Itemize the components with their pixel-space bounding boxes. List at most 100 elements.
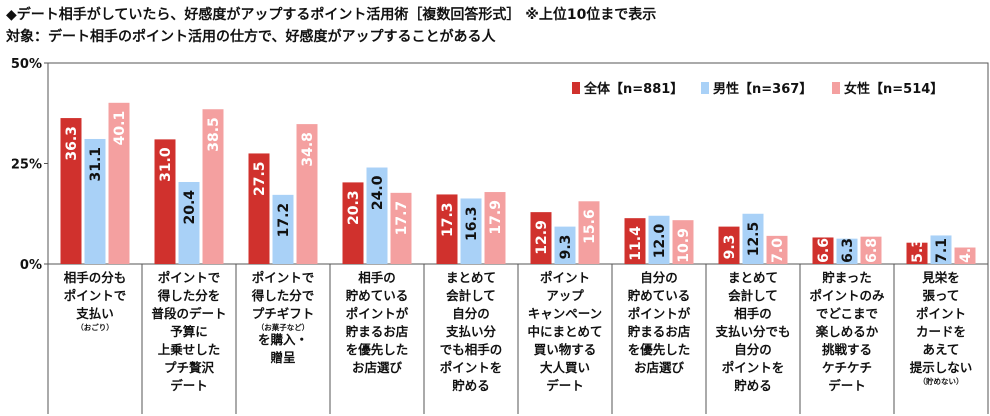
x-category-label: 支払い分でも [714,324,790,339]
x-category-label: 自分の [640,270,678,285]
x-category-label: 相手の分も [64,270,127,285]
x-category-label: 贈呈 [270,350,295,365]
x-category-label: カードを [916,324,966,339]
bar [342,182,364,264]
bar [930,235,952,264]
x-category-label: 挑戦する [822,342,872,357]
x-category-label: プチ贅沢 [164,360,215,375]
data-label: 27.5 [252,161,268,196]
y-tick-label: 25% [11,158,42,173]
x-category-label: 支払い [75,306,114,321]
x-category-label: ポイントで [64,288,127,303]
x-category-label: 貯めている [346,288,409,303]
data-label: 24.0 [370,175,386,210]
x-category-label: 会計して [446,288,496,303]
x-category-label: 買い物する [534,342,597,357]
x-category-label: 貯める [452,378,490,393]
data-label: 9.3 [722,235,738,260]
x-category-label: アップ [546,288,584,303]
chart-title: ◆デート相手がしていたら、好感度がアップするポイント活用術［複数回答形式］ ※上… [6,7,657,23]
data-label: 7.0 [770,238,786,263]
data-label: 38.5 [206,117,222,152]
bar [648,215,670,264]
data-label: 15.6 [582,209,598,244]
bar [366,167,388,264]
data-label: 17.2 [276,203,292,238]
x-category-note: （おごり） [76,322,114,332]
legend-label: 男性【n=367】 [713,81,812,97]
data-label: 7.1 [934,238,950,263]
bar [578,201,600,264]
x-category-label: 貯まった [822,270,872,285]
data-label: 10.9 [676,228,692,263]
x-category-label: お店選び [634,360,685,375]
x-category-label: ポイント [916,306,966,321]
x-category-label: デート [828,378,866,393]
x-category-label: ポイントのみ [809,288,885,303]
x-category-label: ポイントを [722,360,785,375]
data-label: 17.9 [488,200,504,235]
x-category-label: ケチケチ [822,360,872,375]
x-category-label: 中にまとめて [527,324,602,339]
bar [812,237,834,264]
legend-label: 全体【n=881】 [583,81,683,97]
x-category-label: まとめて [446,270,496,285]
chart-subtitle: 対象：デート相手のポイント活用の仕方で、好感度がアップすることがある人 [6,29,496,45]
x-category-label: ポイント [540,270,590,285]
bar [178,181,200,264]
x-category-label: 自分の [452,306,490,321]
x-category-label: 提示しない [910,360,973,375]
x-category-label: デート [170,378,208,393]
x-category-label: 張って [923,288,960,303]
bar [530,212,552,264]
data-label: 16.3 [464,206,480,241]
x-category-label: 相手の [358,270,396,285]
x-category-label: 上乗せした [158,342,221,357]
x-category-label: 支払い分 [445,324,497,339]
x-category-label: キャンペーン [528,306,602,321]
bar [390,192,412,264]
bar [860,236,882,264]
x-category-label: 普段のデート [151,306,226,321]
x-category-label: お店選び [352,360,403,375]
bar [906,242,928,264]
x-category-label: 貯まるお店 [628,324,691,339]
legend-swatch [832,82,840,94]
bar [554,226,576,264]
x-category-label: 相手の [734,306,772,321]
x-category-label: ポイントが [628,306,691,321]
legend-swatch [701,82,709,94]
data-label: 6.8 [864,238,880,263]
data-label: 17.7 [394,201,410,236]
x-category-note: （お菓子など） [257,322,310,332]
x-category-label: 貯めている [628,288,691,303]
bar [766,235,788,264]
x-category-label: デート [546,378,584,393]
data-label: 9.3 [558,235,574,260]
x-category-label: 会計して [728,288,778,303]
x-category-label: を購入・ [258,332,308,347]
data-label: 6.6 [816,238,832,263]
data-label: 6.3 [840,238,856,263]
x-category-label: を優先した [346,342,409,357]
data-label: 31.1 [88,147,104,182]
bar [436,194,458,264]
x-category-label: ポイントで [252,270,315,285]
data-label: 11.4 [628,226,644,261]
bar [836,238,858,264]
bar [460,198,482,264]
x-category-label: でも相手の [440,342,503,357]
legend-swatch [572,82,580,94]
bar [718,226,740,264]
data-label: 20.4 [182,190,198,225]
x-category-label: 大人買い [540,360,590,375]
x-category-label: 貯める [734,378,772,393]
bar [624,218,646,264]
data-label: 20.3 [346,190,362,225]
x-category-label: 得した分を [157,288,221,303]
bar [742,213,764,264]
x-category-label: あえて [923,342,960,357]
bar [484,192,506,264]
x-category-label: でどこまで [816,306,878,321]
data-label: 5.3 [910,238,926,263]
